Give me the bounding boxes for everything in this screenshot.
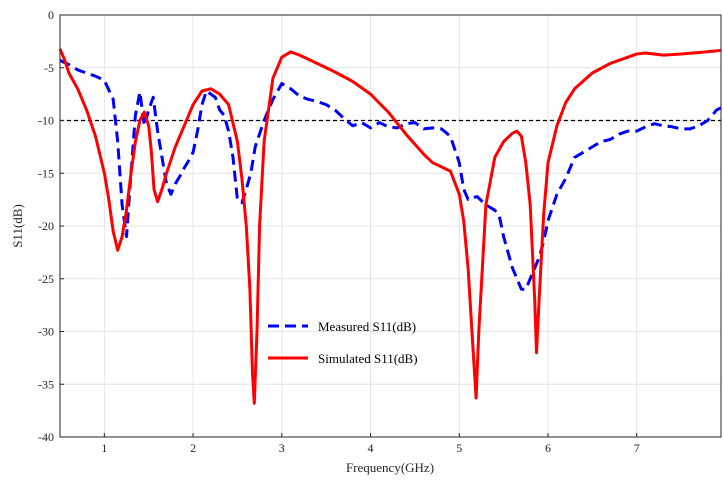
x-axis-label: Frequency(GHz) bbox=[346, 460, 434, 475]
y-tick-label: 0 bbox=[48, 8, 54, 22]
y-tick-label: -25 bbox=[38, 272, 54, 286]
y-tick-label: -35 bbox=[38, 377, 54, 391]
measured-series-line bbox=[59, 59, 722, 291]
y-tick-label: -40 bbox=[38, 430, 54, 444]
y-tick-label: -30 bbox=[38, 325, 54, 339]
y-tick-label: -20 bbox=[38, 219, 54, 233]
legend-label-measured: Measured S11(dB) bbox=[318, 319, 416, 334]
y-tick-label: -15 bbox=[38, 166, 54, 180]
x-tick-label: 6 bbox=[545, 441, 551, 455]
x-tick-label: 2 bbox=[190, 441, 196, 455]
y-tick-label: -5 bbox=[44, 61, 54, 75]
y-tick-label: -10 bbox=[38, 114, 54, 128]
x-tick-label: 3 bbox=[279, 441, 285, 455]
legend-label-simulated: Simulated S11(dB) bbox=[318, 351, 418, 366]
x-tick-label: 5 bbox=[456, 441, 462, 455]
x-tick-label: 7 bbox=[634, 441, 640, 455]
x-tick-label: 4 bbox=[368, 441, 374, 455]
x-tick-label: 1 bbox=[101, 441, 107, 455]
y-axis-label: S11(dB) bbox=[10, 204, 25, 248]
x-tick-labels: 1 2 3 4 5 6 7 bbox=[101, 433, 640, 455]
legend: Measured S11(dB) Simulated S11(dB) bbox=[268, 319, 418, 366]
series-group bbox=[58, 48, 722, 405]
simulated-series-line bbox=[58, 48, 722, 405]
y-tick-labels: 0 -5 -10 -15 -20 -25 -30 -35 -40 bbox=[38, 8, 64, 444]
